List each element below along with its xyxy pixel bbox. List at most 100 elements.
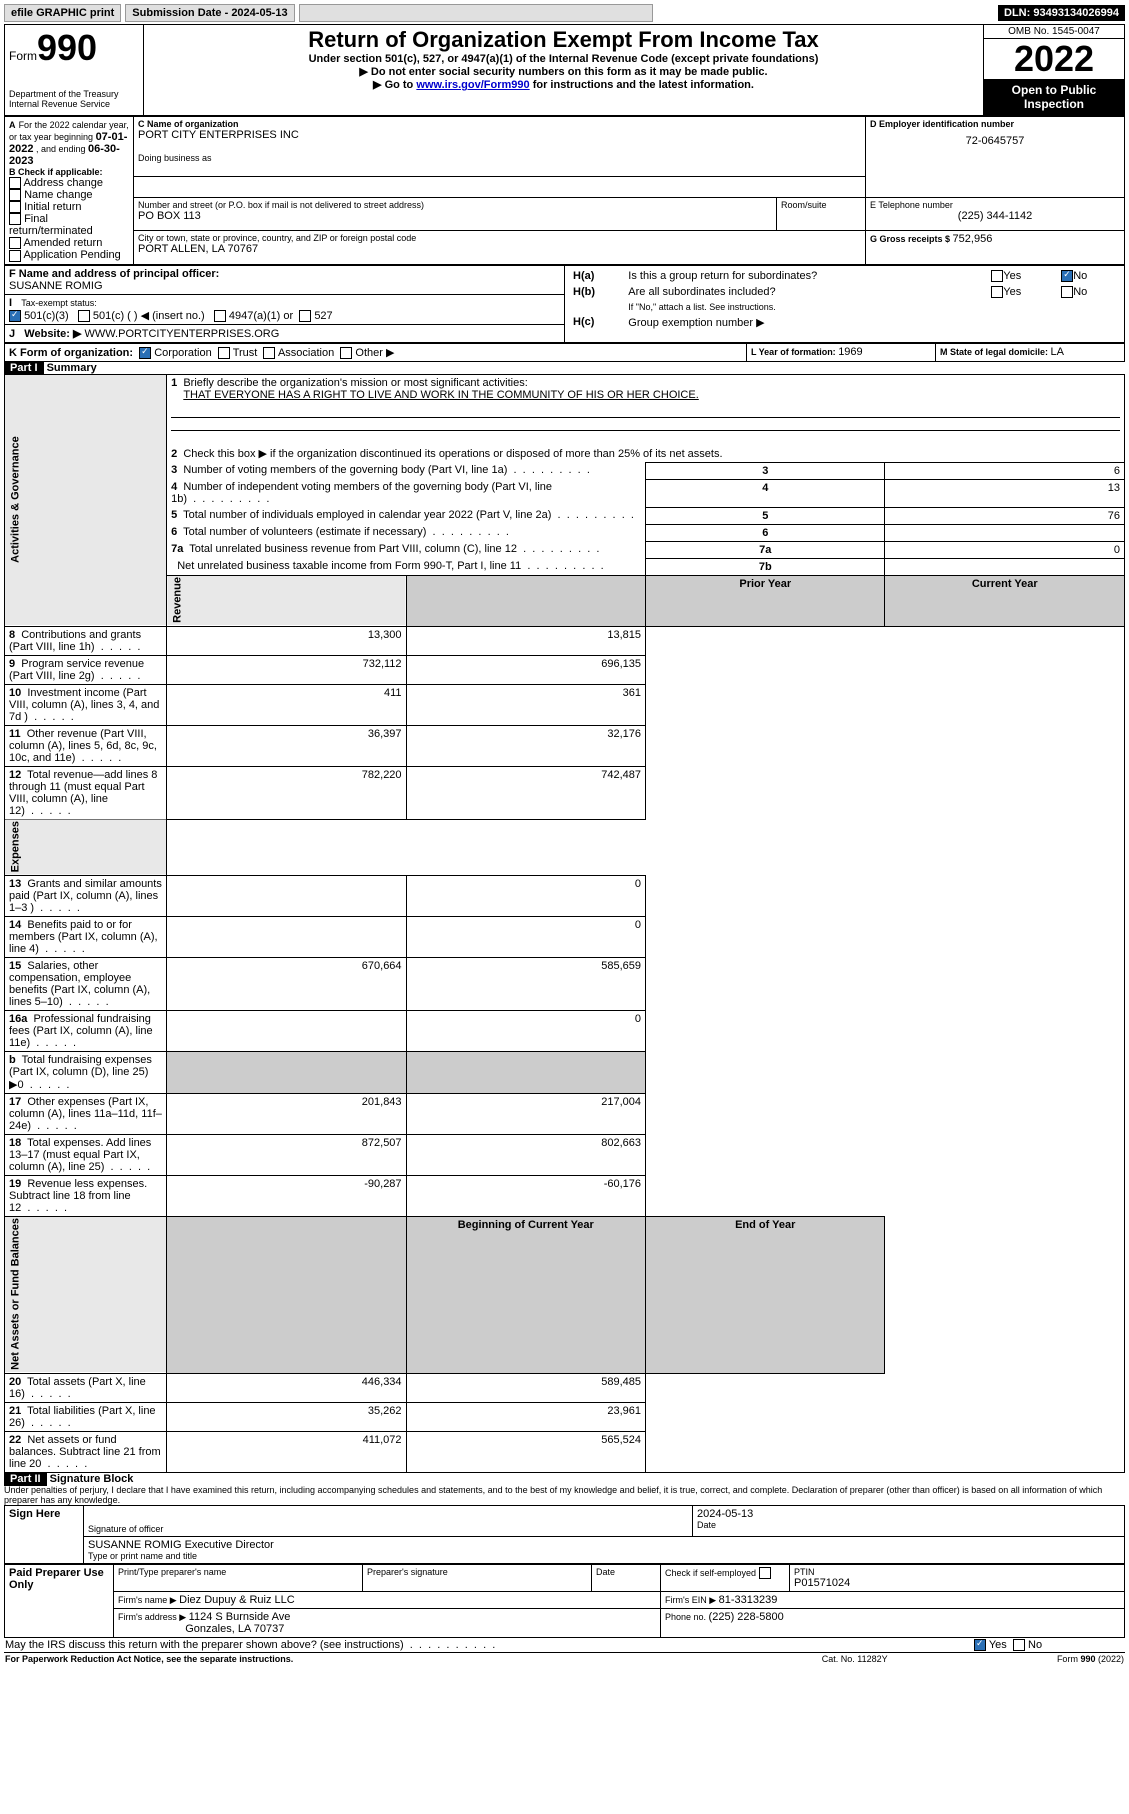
- line-3-label: 3: [646, 462, 885, 479]
- q1b-mission: THAT EVERYONE HAS A RIGHT TO LIVE AND WO…: [183, 389, 698, 401]
- hb-yes[interactable]: Yes: [987, 284, 1057, 300]
- firm-ein-label: Firm's EIN ▶: [665, 1595, 719, 1605]
- discuss-yes[interactable]: Yes: [974, 1639, 1007, 1651]
- checkbox-amended-return[interactable]: Amended return: [9, 237, 129, 249]
- line-20-current: 589,485: [406, 1373, 645, 1402]
- paid-preparer-label: Paid Preparer Use Only: [5, 1564, 114, 1637]
- subtitle-3: ▶ Go to www.irs.gov/Form990 for instruct…: [146, 78, 981, 91]
- line-9-current: 696,135: [406, 655, 645, 684]
- line-6-label: 6: [646, 524, 885, 541]
- ha-no[interactable]: No: [1057, 268, 1120, 284]
- line-10-current: 361: [406, 684, 645, 725]
- line-17-prior: 201,843: [167, 1093, 406, 1134]
- line-10-prior: 411: [167, 684, 406, 725]
- box-l-label: L Year of formation:: [751, 347, 838, 357]
- line-9-prior: 732,112: [167, 655, 406, 684]
- addr-label: Number and street (or P.O. box if mail i…: [138, 200, 772, 210]
- sign-here-label: Sign Here: [5, 1505, 84, 1563]
- box-c-label: C Name of organization: [138, 119, 861, 129]
- box-a-label: A: [9, 120, 16, 130]
- tax-status-501c[interactable]: 501(c) ( ) ◀ (insert no.): [78, 310, 205, 322]
- form-org-corp[interactable]: Corporation: [139, 347, 212, 359]
- box-j-label: Website: ▶: [24, 328, 81, 340]
- firm-addr1: 1124 S Burnside Ave: [189, 1611, 291, 1623]
- tax-status-527[interactable]: 527: [299, 310, 332, 322]
- blank-button[interactable]: [299, 4, 653, 22]
- line-15-prior: 670,664: [167, 957, 406, 1010]
- phone-value: (225) 344-1142: [870, 210, 1120, 222]
- form-org-other[interactable]: Other ▶: [340, 347, 394, 359]
- ha-label: Is this a group return for subordinates?: [624, 268, 987, 284]
- officer-name: SUSANNE ROMIG: [9, 280, 103, 292]
- declaration-text: Under penalties of perjury, I declare th…: [4, 1485, 1125, 1505]
- form990-link[interactable]: www.irs.gov/Form990: [416, 79, 529, 91]
- line-19-current: -60,176: [406, 1175, 645, 1216]
- submission-date-button[interactable]: Submission Date - 2024-05-13: [125, 4, 294, 22]
- col-current-year: Current Year: [885, 575, 1125, 626]
- footer-mid: Cat. No. 11282Y: [766, 1652, 944, 1665]
- self-employed-check[interactable]: Check if self-employed: [665, 1568, 771, 1578]
- tax-year: 2022: [984, 39, 1124, 79]
- line-22-prior: 411,072: [167, 1431, 406, 1472]
- form-title: Return of Organization Exempt From Incom…: [146, 27, 981, 53]
- line-4-value: 13: [885, 479, 1125, 507]
- line-12-current: 742,487: [406, 766, 645, 819]
- subtitle-1: Under section 501(c), 527, or 4947(a)(1)…: [146, 53, 981, 65]
- line-5-value: 76: [885, 507, 1125, 524]
- name-title-label: Type or print name and title: [88, 1551, 1120, 1561]
- line-7b-value: [885, 558, 1125, 575]
- tax-status-4947[interactable]: 4947(a)(1) or: [214, 310, 293, 322]
- line-4-label: 4: [646, 479, 885, 507]
- line-20-prior: 446,334: [167, 1373, 406, 1402]
- room-label: Room/suite: [781, 200, 861, 210]
- line-12-prior: 782,220: [167, 766, 406, 819]
- col-end-year: End of Year: [646, 1216, 885, 1373]
- line-18-current: 802,663: [406, 1134, 645, 1175]
- firm-phone-label: Phone no.: [665, 1612, 709, 1622]
- dln-label: DLN: 93493134026994: [998, 5, 1125, 21]
- line-13-current: 0: [406, 875, 645, 916]
- line-8-prior: 13,300: [167, 626, 406, 655]
- discuss-no[interactable]: No: [1013, 1639, 1042, 1651]
- checkbox-address-change[interactable]: Address change: [9, 177, 129, 189]
- box-g-label: G Gross receipts $: [870, 234, 953, 244]
- firm-ein: 81-3313239: [719, 1594, 778, 1606]
- tax-status-501c3[interactable]: 501(c)(3): [9, 310, 69, 322]
- officer-block: F Name and address of principal officer:…: [4, 265, 1125, 343]
- line-19-prior: -90,287: [167, 1175, 406, 1216]
- sidebar-activities: Activities & Governance: [5, 374, 167, 626]
- line-17-current: 217,004: [406, 1093, 645, 1134]
- ha-yes[interactable]: Yes: [987, 268, 1057, 284]
- box-k-label: K Form of organization:: [9, 347, 133, 359]
- form-number: 990: [37, 27, 97, 68]
- q1a: Briefly describe the organization's miss…: [183, 377, 527, 389]
- sig-date-value: 2024-05-13: [697, 1508, 1120, 1520]
- toolbar: efile GRAPHIC print Submission Date - 20…: [4, 4, 1125, 22]
- checkbox-final-return[interactable]: Final return/terminated: [9, 213, 129, 237]
- hb-note: If "No," attach a list. See instructions…: [624, 300, 1120, 314]
- paid-preparer-block: Paid Preparer Use Only Print/Type prepar…: [4, 1564, 1125, 1638]
- part1-table: Activities & Governance 1 Briefly descri…: [4, 374, 1125, 1473]
- hb-no[interactable]: No: [1057, 284, 1120, 300]
- line-16a-current: 0: [406, 1010, 645, 1051]
- checkbox-name-change[interactable]: Name change: [9, 189, 129, 201]
- checkbox-application-pending[interactable]: Application Pending: [9, 249, 129, 261]
- line-14-prior: [167, 916, 406, 957]
- org-name: PORT CITY ENTERPRISES INC: [138, 129, 861, 141]
- omb-number: OMB No. 1545-0047: [984, 25, 1124, 39]
- org-form-block: K Form of organization: Corporation Trus…: [4, 343, 1125, 362]
- form-org-assoc[interactable]: Association: [263, 347, 334, 359]
- line-11-prior: 36,397: [167, 725, 406, 766]
- form-org-trust[interactable]: Trust: [218, 347, 258, 359]
- sidebar-revenue: Revenue: [167, 575, 406, 626]
- efile-button[interactable]: efile GRAPHIC print: [4, 4, 121, 22]
- firm-name-label: Firm's name ▶: [118, 1595, 179, 1605]
- line-7b-label: 7b: [646, 558, 885, 575]
- line-6-value: [885, 524, 1125, 541]
- col-beginning-year: Beginning of Current Year: [406, 1216, 645, 1373]
- part2-header: Part II Signature Block: [4, 1473, 1125, 1485]
- footer: For Paperwork Reduction Act Notice, see …: [4, 1652, 1125, 1665]
- sidebar-net-assets: Net Assets or Fund Balances: [5, 1216, 167, 1373]
- box-b-label: B Check if applicable:: [9, 167, 129, 177]
- checkbox-initial-return[interactable]: Initial return: [9, 201, 129, 213]
